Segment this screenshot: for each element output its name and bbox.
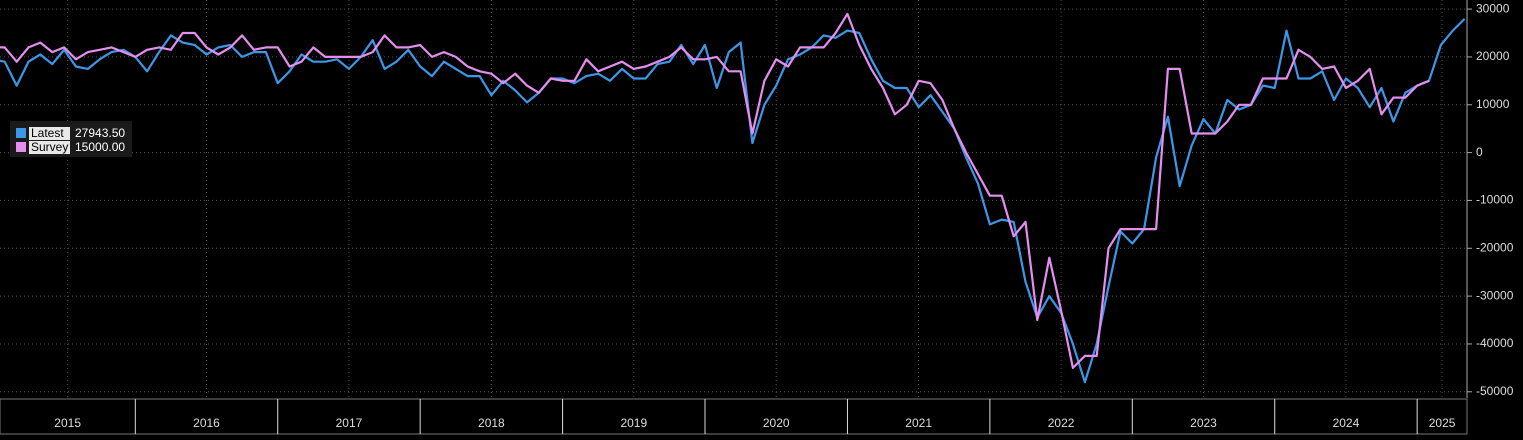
x-tick-label: 2020 (763, 416, 790, 430)
x-tick-label: 2023 (1190, 416, 1217, 430)
y-tick-label: -50000 (1476, 384, 1514, 398)
x-tick-label: 2015 (54, 416, 81, 430)
axes: 30000 20000 10000 0 -10000 -20000 -30000 -40000… (54, 1, 1514, 434)
x-axis-band (0, 398, 1468, 435)
legend: Latest 27943.50 Survey 15000.00 (10, 121, 132, 157)
plot-lines (0, 12, 1466, 384)
x-tick-label: 2018 (478, 416, 505, 430)
y-tick-label: -20000 (1476, 240, 1514, 254)
x-tick-label: 2025 (1429, 416, 1456, 430)
x-tick-label: 2022 (1048, 416, 1075, 430)
series-line (0, 12, 1430, 369)
x-tick-label: 2021 (905, 416, 932, 430)
legend-name: Latest (31, 126, 64, 140)
legend-swatch (16, 128, 26, 138)
x-tick-label: 2024 (1333, 416, 1360, 430)
y-tick-label: -10000 (1476, 193, 1514, 207)
legend-value: 27943.50 (75, 126, 125, 140)
legend-name-bg (29, 141, 70, 154)
x-tick-label: 2019 (620, 416, 647, 430)
x-tick-label: 2017 (336, 416, 363, 430)
y-tick-label: 30000 (1476, 1, 1510, 15)
y-tick-label: 10000 (1476, 97, 1510, 111)
y-tick-label: -30000 (1476, 288, 1514, 302)
x-tick-label: 2016 (193, 416, 220, 430)
legend-name: Survey (31, 140, 68, 154)
y-tick-label: 0 (1476, 145, 1483, 159)
y-tick-label: -40000 (1476, 336, 1514, 350)
legend-value: 15000.00 (75, 140, 125, 154)
y-tick-label: 20000 (1476, 49, 1510, 63)
series-line (0, 18, 1466, 384)
legend-name-bg (29, 127, 70, 140)
legend-swatch (16, 142, 26, 152)
